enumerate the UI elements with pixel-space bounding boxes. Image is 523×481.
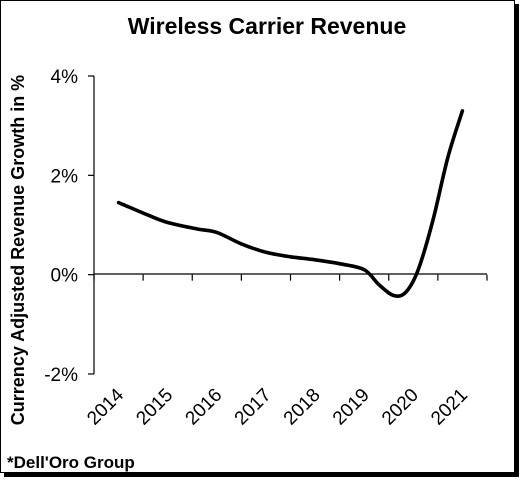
- x-tick-label: 2019: [329, 385, 374, 430]
- series-line: [116, 109, 465, 298]
- y-tick-label: 0%: [51, 266, 79, 287]
- source-footnote: *Dell'Oro Group: [7, 453, 135, 472]
- y-ticks: -2% 0% 2% 4%: [44, 67, 94, 386]
- x-tick-label: 2017: [231, 385, 276, 430]
- y-axis-label: Currency Adjusted Revenue Growth in %: [8, 75, 28, 425]
- y-tick-label: -2%: [44, 365, 78, 386]
- y-tick-label: 2%: [51, 166, 79, 187]
- x-tick-label: 2020: [378, 385, 423, 430]
- x-tick-label: 2014: [83, 384, 128, 429]
- x-tick-label: 2015: [132, 385, 177, 430]
- x-tick-label: 2021: [427, 385, 472, 430]
- chart-title: Wireless Carrier Revenue: [128, 13, 407, 39]
- x-tick-label: 2016: [182, 385, 227, 430]
- x-ticks: 2014 2015 2016 2017 2018 2019 2020 2021: [83, 274, 488, 430]
- y-tick-label: 4%: [51, 67, 79, 88]
- x-tick-label: 2018: [280, 385, 325, 430]
